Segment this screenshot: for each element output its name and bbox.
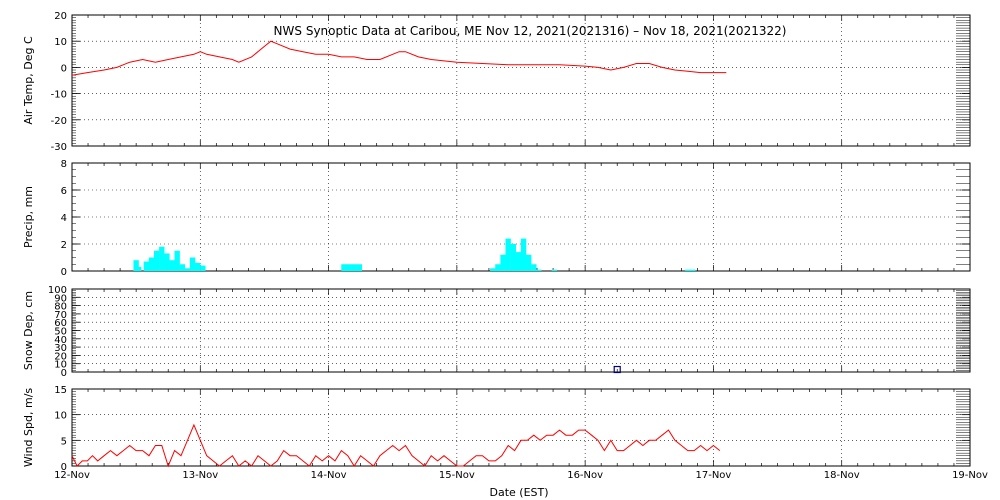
snow-depth-ytick-label: 40 [54,335,67,346]
precip-bar [536,269,542,271]
precip-bar [520,238,527,271]
precip-bar [531,264,537,271]
wind-speed-ytick-label: 0 [61,462,67,473]
air-temp-ytick-label: -20 [51,116,67,127]
wind-speed-panel: 0 5 10 15 Wind Spd, m/s [22,385,971,473]
x-tick-label: 14-Nov [311,470,347,481]
snow-depth-ytick-label: 80 [54,302,67,313]
precip-bar [505,238,511,271]
wind-speed-series-line [71,423,721,468]
snow-depth-ytick-label: 90 [54,293,67,304]
precip-bar [164,253,170,271]
precip-bar [153,250,160,271]
air-temp-series-line [71,40,727,76]
precip-bar [356,264,363,271]
snow-depth-ytick-label: 60 [54,318,67,329]
x-tick-label: 18-Nov [824,470,860,481]
snow-depth-ytick-label: 10 [54,360,67,371]
precip-bar [179,264,186,271]
precip-bar [495,264,501,271]
air-temp-ytick-label: 10 [54,37,67,48]
snow-depth-ytick-label: 0 [61,368,67,379]
snow-depth-ytick-label: 50 [54,327,67,338]
precip-bar [685,269,691,271]
precip-bar [133,260,139,271]
precip-ytick-label: 4 [61,213,67,224]
x-tick-label: 16-Nov [567,470,603,481]
precip-bar [490,268,496,271]
precip-bar [143,261,150,271]
precip-bar [346,264,352,271]
precip-ylabel: Precip, mm [22,186,35,248]
precip-bar [195,262,201,271]
precip-bar [341,264,347,271]
precip-bar [169,260,175,271]
air-temp-ytick-label: -30 [51,142,67,153]
precip-bar [174,250,180,271]
x-tick-label: 19-Nov [952,470,988,481]
precip-bar [500,254,506,271]
snow-depth-ytick-label: 30 [54,343,67,354]
precip-bar [510,244,516,271]
precip-ytick-label: 0 [61,267,67,278]
precip-bar [159,246,165,271]
wind-speed-ytick-label: 15 [54,385,67,396]
wind-speed-ylabel: Wind Spd, m/s [22,388,35,468]
x-axis-title: Date (EST) [489,486,548,499]
wind-speed-ytick-label: 5 [61,436,67,447]
precip-ytick-label: 6 [61,186,67,197]
precip-ytick-label: 2 [61,240,67,251]
air-temp-ytick-label: -10 [51,90,67,101]
precip-bar [351,264,357,271]
precip-bar [184,268,191,271]
precip-bar [515,252,522,271]
precip-bar [551,269,558,271]
snow-depth-ylabel: Snow Dep, cm [22,291,35,370]
precip-panel: 0 2 4 6 8 Precip, mm [22,159,971,278]
x-tick-label: 15-Nov [439,470,475,481]
precip-bar [189,257,196,271]
precip-ytick-label: 8 [61,159,67,170]
wind-speed-ytick-label: 10 [54,411,67,422]
precip-bar [148,257,155,271]
x-tick-label: 17-Nov [695,470,731,481]
precip-bar [136,266,142,271]
air-temp-ylabel: Air Temp, Deg C [22,36,35,125]
air-temp-ytick-label: 20 [54,11,67,22]
x-tick-label: 13-Nov [182,470,218,481]
snow-depth-ytick-label: 70 [54,310,67,321]
air-temp-ytick-label: 0 [61,63,67,74]
air-temp-panel: -30 -20 -10 0 10 20 Air Temp, Deg C [22,11,971,153]
snow-depth-point [613,365,621,374]
x-tick-label: 12-Nov [54,470,90,481]
precip-bar [690,269,696,271]
snow-depth-ytick-label: 20 [54,351,67,362]
precip-bar [526,254,532,271]
chart-title: NWS Synoptic Data at Caribou, ME Nov 12,… [274,24,787,38]
snow-depth-ytick-label: 100 [48,285,67,296]
precip-bar [200,265,206,271]
